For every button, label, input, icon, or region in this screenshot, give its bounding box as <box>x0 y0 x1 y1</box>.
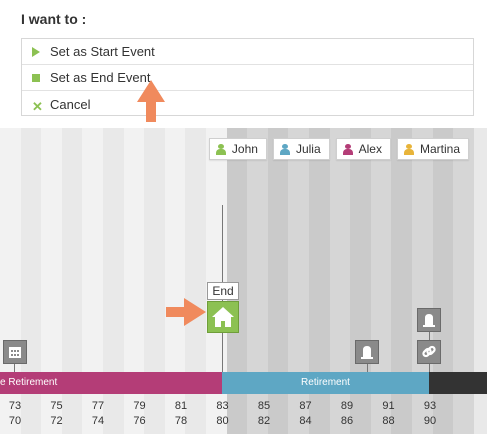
year-stripe <box>247 128 268 434</box>
gravestone-event-marker[interactable] <box>417 308 441 332</box>
pointer-arrow-up-icon <box>137 80 165 122</box>
event-action-menu: Set as Start Event Set as End Event ✕ Ca… <box>21 38 474 116</box>
cancel-label: Cancel <box>50 96 91 112</box>
age-tick-top: 73 <box>8 400 22 412</box>
year-stripe <box>41 128 62 434</box>
legend-chip-martina[interactable]: Martina <box>396 138 469 160</box>
set-end-event-option[interactable]: Set as End Event <box>22 65 473 91</box>
age-tick-top: 87 <box>299 400 312 412</box>
age-tick-bottom: 80 <box>216 415 229 427</box>
legend-name: Martina <box>419 142 460 156</box>
link-icon <box>422 345 436 358</box>
age-tick-bottom: 78 <box>174 415 188 427</box>
year-stripe <box>391 128 412 434</box>
legend-name: Alex <box>358 142 382 156</box>
person-icon <box>403 143 414 155</box>
gravestone-icon <box>361 346 373 359</box>
age-tick-top: 89 <box>340 400 354 412</box>
year-stripe <box>123 128 145 434</box>
age-tick-top: 91 <box>382 400 395 412</box>
cancel-option[interactable]: ✕ Cancel <box>22 91 473 117</box>
end-event-label: End <box>207 282 239 300</box>
age-tick-bottom: 76 <box>133 415 146 427</box>
age-tick-top: 77 <box>91 400 105 412</box>
calendar-icon <box>9 347 21 358</box>
year-stripe <box>329 128 351 434</box>
set-start-event-label: Set as Start Event <box>50 44 155 59</box>
legend-name: Julia <box>295 142 321 156</box>
end-event-marker[interactable] <box>207 301 239 333</box>
bar-label: Retirement <box>301 377 350 388</box>
person-icon <box>342 143 353 155</box>
age-tick-top: 75 <box>50 400 63 412</box>
pointer-arrow-right-icon <box>166 298 206 326</box>
year-stripe <box>288 128 309 434</box>
year-stripe <box>61 128 83 434</box>
age-tick-bottom: 90 <box>423 415 437 427</box>
year-stripe <box>185 128 206 434</box>
x-icon: ✕ <box>32 99 43 114</box>
year-stripe <box>206 128 227 434</box>
person-legend: John Julia Alex Martina <box>208 138 469 160</box>
set-start-event-option[interactable]: Set as Start Event <box>22 39 473 65</box>
retirement-bar-alex[interactable]: e Retirement <box>0 372 222 394</box>
age-tick-top: 81 <box>174 400 188 412</box>
age-tick-bottom: 86 <box>340 415 354 427</box>
age-tick-bottom: 72 <box>50 415 63 427</box>
year-stripe <box>226 128 248 434</box>
square-stop-icon <box>32 73 42 83</box>
year-stripe <box>473 128 487 434</box>
legend-chip-julia[interactable]: Julia <box>272 138 330 160</box>
calendar-event-connector <box>14 364 15 372</box>
year-stripe <box>453 128 474 434</box>
age-tick-top: 83 <box>216 400 229 412</box>
end-bar <box>429 372 487 394</box>
age-tick-bottom: 82 <box>257 415 271 427</box>
gravestone-icon <box>423 314 435 327</box>
person-icon <box>279 143 290 155</box>
year-stripe <box>164 128 186 434</box>
bar-label: e Retirement <box>0 377 58 388</box>
set-end-event-label: Set as End Event <box>50 70 151 85</box>
year-stripe <box>309 128 330 434</box>
legend-chip-alex[interactable]: Alex <box>335 138 391 160</box>
age-axis: 73 70 75 72 77 74 79 76 81 78 83 80 85 82 87 84 89 86 91 88… <box>0 400 487 430</box>
retirement-bar-julia[interactable]: Retirement <box>222 372 429 394</box>
link-event-marker[interactable] <box>417 340 441 364</box>
gravestone-event-connector <box>367 364 368 372</box>
age-tick-bottom: 88 <box>382 415 395 427</box>
person-icon <box>215 143 226 155</box>
gravestone-event-marker[interactable] <box>355 340 379 364</box>
age-tick-top: 85 <box>257 400 271 412</box>
age-tick-top: 79 <box>133 400 146 412</box>
age-tick-bottom: 74 <box>91 415 105 427</box>
calendar-event-marker[interactable] <box>3 340 27 364</box>
year-stripe <box>144 128 165 434</box>
year-stripe <box>82 128 103 434</box>
age-tick-top: 93 <box>423 400 437 412</box>
age-tick-bottom: 84 <box>299 415 312 427</box>
year-stripe <box>267 128 289 434</box>
timeline-area[interactable]: John Julia Alex Martina End <box>0 128 487 434</box>
legend-chip-john[interactable]: John <box>208 138 267 160</box>
menu-heading: I want to : <box>21 11 87 27</box>
age-tick-bottom: 70 <box>8 415 22 427</box>
legend-name: John <box>231 142 258 156</box>
house-icon <box>212 307 234 327</box>
play-triangle-icon <box>32 46 42 57</box>
year-stripe <box>103 128 124 434</box>
